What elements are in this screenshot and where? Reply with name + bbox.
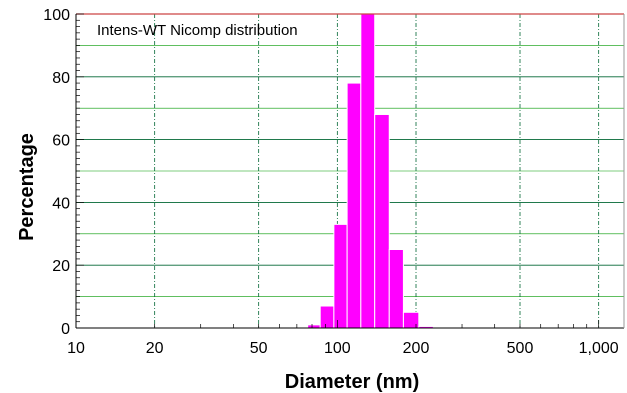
x-axis-title: Diameter (nm)	[285, 371, 419, 393]
bar-1	[319, 305, 335, 329]
bar-7	[402, 311, 420, 329]
bar-3	[346, 82, 362, 329]
x-tick-label: 50	[250, 340, 268, 357]
x-tick-label: 20	[146, 340, 164, 357]
y-axis-ticks: 0 20 40 60 80 100	[43, 7, 84, 338]
x-tick-label: 500	[507, 340, 534, 357]
bar-4	[360, 13, 376, 329]
bar-6	[388, 249, 404, 329]
y-tick-label: 60	[52, 133, 70, 150]
y-tick-label: 100	[43, 7, 70, 24]
y-tick-label: 0	[61, 321, 70, 338]
bar-2	[333, 223, 348, 329]
chart-title: Intens-WT Nicomp distribution	[97, 22, 298, 39]
y-tick-label: 40	[52, 195, 70, 212]
y-axis-title: Percentage	[16, 133, 38, 241]
x-tick-label: 10	[67, 340, 85, 357]
x-tick-label: 1,000	[579, 340, 619, 357]
bar-5	[374, 113, 390, 329]
histogram-bars	[307, 13, 434, 329]
y-tick-label: 80	[52, 70, 70, 87]
x-tick-label: 200	[403, 340, 430, 357]
y-tick-label: 20	[52, 258, 70, 275]
x-tick-label: 100	[324, 340, 351, 357]
x-axis-ticks: 10 20 50 100 200 500 1,000	[67, 320, 619, 357]
